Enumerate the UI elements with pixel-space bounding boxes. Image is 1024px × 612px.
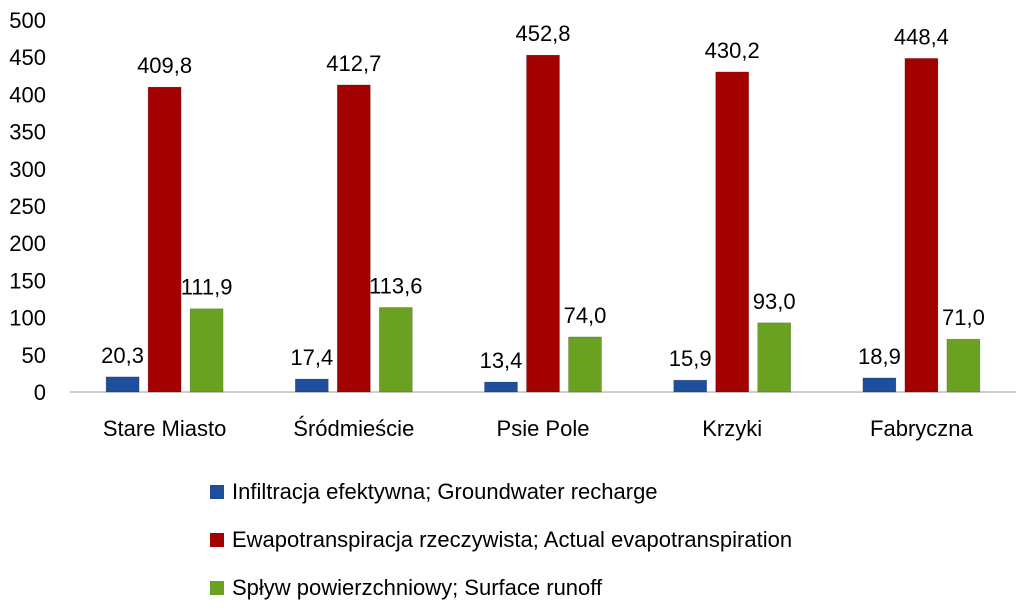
legend-swatch-runoff: [210, 581, 224, 595]
bar-s2-c2: [568, 336, 602, 393]
data-label-s1-c1: 412,7: [326, 51, 381, 76]
bar-s0-c2: [484, 381, 518, 393]
chart: 0 50 100 150 200 250 300 350 400 450 500 Stare Mias…: [9, 8, 1016, 600]
data-label-s2-c0: 111,9: [181, 275, 233, 300]
legend-swatch-recharge: [210, 485, 224, 499]
legend-label-recharge: Infiltracja efektywna; Groundwater recha…: [232, 479, 658, 504]
data-label-s2-c3: 93,0: [753, 289, 796, 314]
data-label-s0-c4: 18,9: [858, 344, 901, 369]
legend-label-runoff: Spływ powierzchniowy; Surface runoff: [232, 575, 603, 600]
y-tick-label-5: 250: [9, 194, 46, 219]
legend-label-evapotranspiration: Ewapotranspiracja rzeczywista; Actual ev…: [232, 527, 793, 552]
y-tick-label-7: 350: [9, 120, 46, 145]
legend-item-runoff: Spływ powierzchniowy; Surface runoff: [210, 564, 890, 612]
legend: Infiltracja efektywna; Groundwater recha…: [210, 468, 890, 612]
bar-s1-c3: [715, 71, 750, 393]
legend-item-evapotranspiration: Ewapotranspiracja rzeczywista; Actual ev…: [210, 516, 890, 564]
bar-s0-c3: [673, 379, 708, 393]
x-tick-label-2: Psie Pole: [497, 416, 590, 441]
y-tick-label-2: 100: [9, 306, 46, 331]
y-tick-label-10: 500: [9, 8, 46, 33]
bar-s2-c4: [946, 338, 981, 393]
bar-s0-c4: [862, 377, 897, 393]
x-tick-label-1: Śródmieście: [293, 416, 414, 441]
data-label-s2-c4: 71,0: [942, 305, 985, 330]
x-tick-label-4: Fabryczna: [870, 416, 973, 441]
y-tick-label-3: 150: [9, 268, 46, 293]
y-tick-label-4: 200: [9, 231, 46, 256]
bar-s2-c0: [189, 308, 224, 393]
data-label-s0-c0: 20,3: [101, 343, 144, 368]
data-label-s1-c2: 452,8: [515, 21, 570, 46]
data-label-s0-c2: 13,4: [480, 348, 523, 373]
data-label-s2-c1: 113,6: [369, 273, 422, 298]
data-label-s0-c1: 17,4: [290, 345, 333, 370]
bar-chart-svg: 0 50 100 150 200 250 300 350 400 450 500 Stare Mias…: [9, 8, 1016, 441]
data-label-s0-c3: 15,9: [669, 346, 712, 371]
y-tick-label-0: 0: [34, 380, 46, 405]
bar-s1-c2: [526, 54, 560, 393]
data-label-s1-c4: 448,4: [894, 24, 949, 49]
y-tick-label-6: 300: [9, 157, 46, 182]
bar-s2-c3: [757, 322, 792, 393]
y-tick-label-1: 50: [22, 343, 46, 368]
y-tick-label-8: 400: [9, 82, 46, 107]
bar-s0-c0: [105, 376, 140, 393]
bar-s1-c0: [147, 86, 182, 393]
data-label-s1-c0: 409,8: [137, 53, 192, 78]
y-tick-label-9: 450: [9, 45, 46, 70]
x-tick-label-3: Krzyki: [702, 416, 762, 441]
bar-s0-c1: [294, 378, 329, 393]
bar-s2-c1: [378, 307, 413, 393]
legend-item-recharge: Infiltracja efektywna; Groundwater recha…: [210, 468, 890, 516]
bar-s1-c4: [904, 58, 939, 393]
bar-s1-c1: [336, 84, 371, 393]
data-label-s1-c3: 430,2: [705, 38, 760, 63]
x-tick-label-0: Stare Miasto: [103, 416, 227, 441]
data-label-s2-c2: 74,0: [564, 303, 607, 328]
legend-swatch-evapotranspiration: [210, 533, 224, 547]
